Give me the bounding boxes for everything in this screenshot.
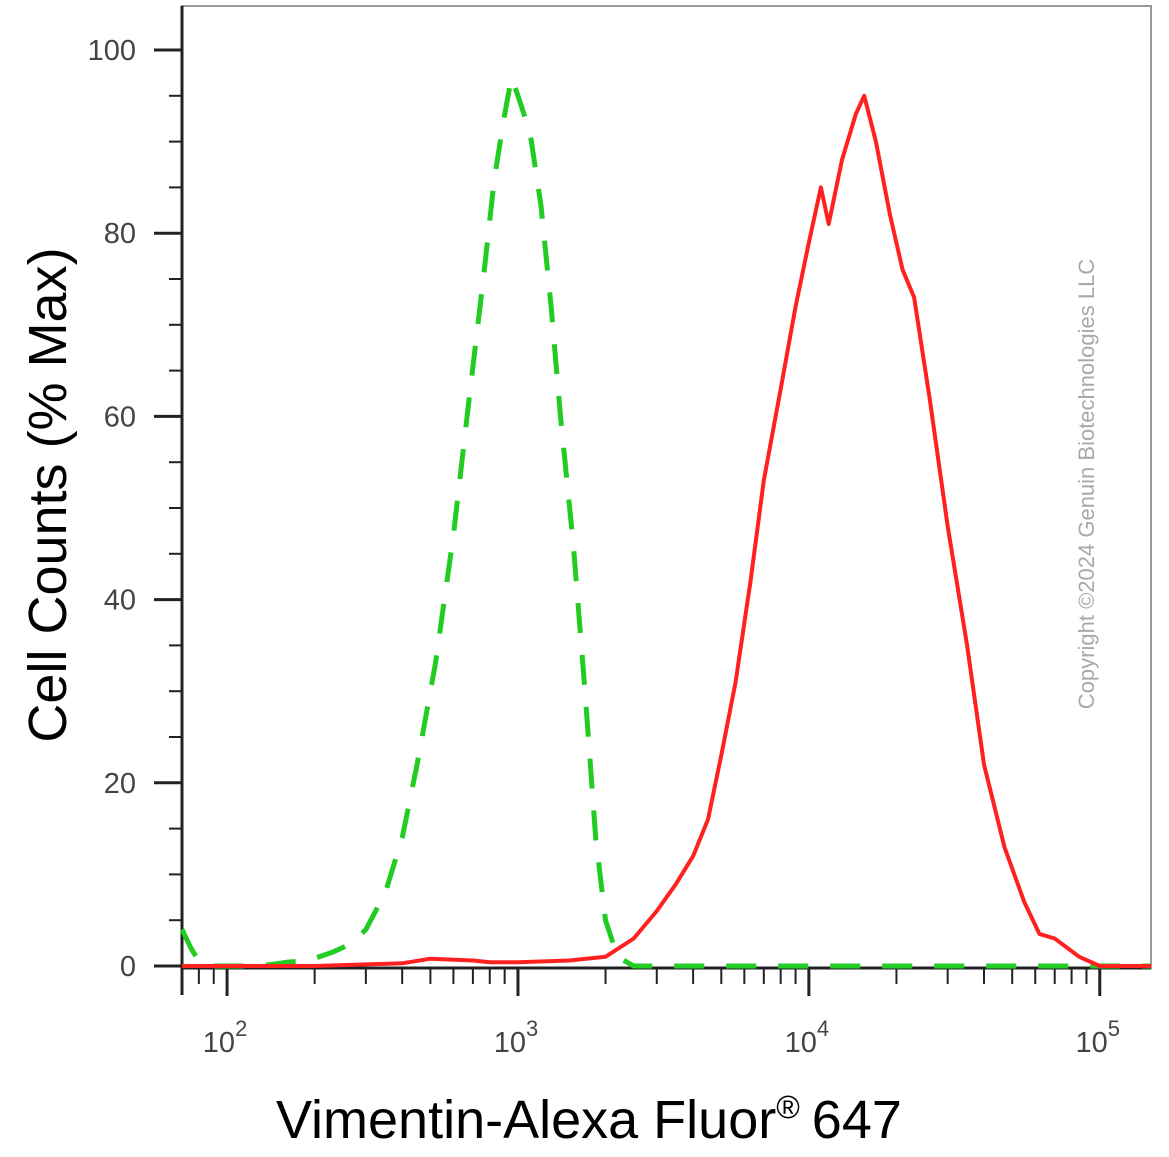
- y-axis-title: Cell Counts (% Max): [18, 247, 78, 742]
- x-axis-title-registered-mark: ®: [776, 1089, 800, 1125]
- x-axis-title-main: Vimentin-Alexa Fluor: [276, 1090, 776, 1150]
- y-tick-label: 100: [88, 35, 136, 67]
- copyright-watermark: Copyright ©2024 Genuin Biotechnologies L…: [1074, 259, 1099, 710]
- series-layer: [179, 75, 1151, 969]
- x-axis-title: Vimentin-Alexa Fluor® 647: [276, 1089, 902, 1150]
- y-tick-label: 60: [104, 401, 136, 433]
- y-tick-label: 80: [104, 218, 136, 250]
- x-tick-label: 105: [1076, 1016, 1121, 1059]
- x-tick-label: 102: [203, 1016, 248, 1059]
- y-tick-labels: 0 20 40 60 80 100: [88, 35, 136, 983]
- y-tick-label: 20: [104, 768, 136, 800]
- plot-frame: [181, 5, 1152, 969]
- y-tick-label: 0: [120, 951, 136, 983]
- x-axis: [182, 966, 1151, 996]
- x-tick-label: 103: [494, 1016, 539, 1059]
- x-tick-label: 104: [785, 1016, 830, 1059]
- y-axis: [154, 6, 184, 995]
- x-axis-title-suffix: 647: [812, 1090, 902, 1150]
- minor-ticks: [169, 94, 1088, 984]
- y-tick-label: 40: [104, 585, 136, 617]
- series-line-solid: [182, 93, 1151, 968]
- series-line-dashed: [179, 75, 1151, 969]
- x-tick-labels: 102 103 104 105: [203, 1016, 1120, 1059]
